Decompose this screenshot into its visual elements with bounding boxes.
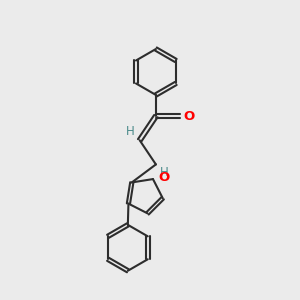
Text: O: O <box>184 110 195 123</box>
Text: O: O <box>158 171 169 184</box>
Text: H: H <box>160 166 169 179</box>
Text: H: H <box>126 125 134 138</box>
